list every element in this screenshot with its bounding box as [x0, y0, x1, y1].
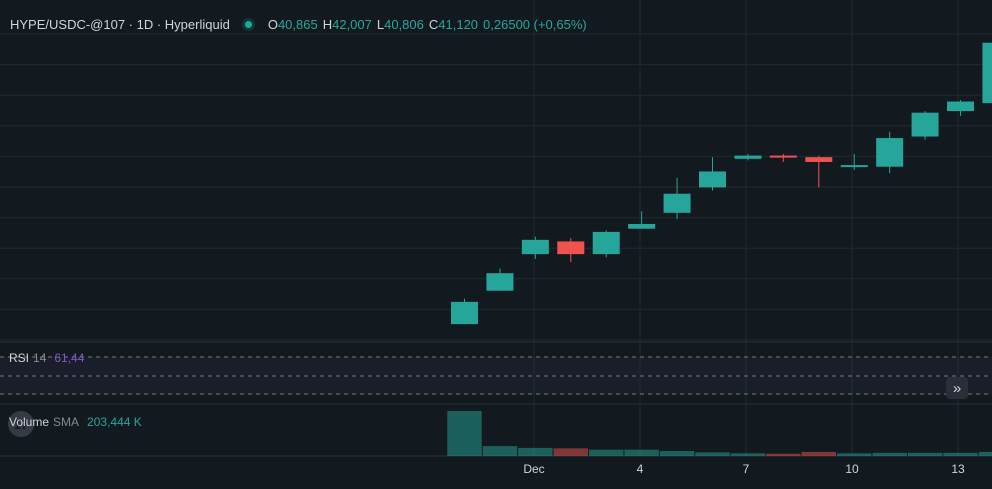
volume-bar — [943, 452, 978, 456]
high-value: 42,007 — [332, 17, 372, 32]
candle-body — [451, 301, 478, 325]
volume-bar — [624, 449, 659, 456]
candle-body — [982, 42, 992, 104]
volume-param: SMA — [53, 415, 80, 429]
volume-value: 203,444 K — [87, 415, 142, 429]
candle-body — [699, 171, 727, 188]
open-label: O — [267, 17, 278, 32]
candle-body — [840, 165, 868, 168]
rsi-value: 61,44 — [54, 351, 85, 365]
high-label: H — [322, 17, 333, 32]
close-value: 41,120 — [438, 17, 479, 32]
symbol-legend: HYPE/USDC-@107 · 1D · Hyperliquid O 40,86… — [10, 17, 592, 32]
volume-bar — [518, 447, 553, 456]
volume-bar — [766, 453, 801, 456]
candle-body — [557, 241, 585, 255]
candle-body — [947, 101, 975, 112]
volume-legend[interactable]: Volume SMA 203,444 K — [9, 415, 142, 429]
candle-body — [592, 231, 620, 255]
volume-bar — [872, 452, 907, 456]
low-value: 40,806 — [384, 17, 424, 32]
volume-bar — [482, 446, 518, 456]
x-axis-tick-label: Dec — [523, 462, 544, 476]
candle-body — [628, 223, 656, 229]
volume-bar — [447, 411, 482, 456]
rsi-param: 14 — [33, 351, 47, 365]
change-value: 0,26500 (+0,65%) — [483, 17, 587, 32]
candle-body — [663, 193, 691, 213]
volume-bar — [907, 452, 943, 456]
volume-bar — [695, 452, 730, 456]
candle-body — [911, 112, 939, 137]
open-value: 40,865 — [277, 17, 318, 32]
candle-body — [876, 138, 904, 167]
rsi-name: RSI — [9, 351, 30, 365]
volume-bar — [659, 451, 695, 456]
volume-bar — [837, 453, 872, 456]
close-label: C — [428, 17, 439, 32]
volume-bar — [553, 448, 589, 456]
double-chevron-right-icon[interactable]: » — [946, 377, 968, 399]
candle-body — [486, 273, 514, 291]
symbol-title[interactable]: HYPE/USDC-@107 · 1D · Hyperliquid — [10, 17, 230, 32]
volume-bar — [589, 449, 624, 456]
market-status-icon[interactable] — [241, 18, 255, 31]
volume-bar — [801, 451, 837, 456]
tradingview-logo: 17 — [8, 411, 34, 437]
low-label: L — [376, 17, 385, 32]
volume-bar — [730, 453, 766, 456]
volume-bar — [978, 451, 992, 456]
volume-name: Volume — [9, 415, 50, 429]
rsi-legend[interactable]: RSI 14 61,44 — [9, 351, 84, 365]
candle-body — [805, 157, 833, 162]
candle-body — [521, 239, 549, 255]
x-axis-tick-label: 4 — [637, 462, 644, 476]
candle-body — [769, 155, 797, 158]
x-axis-tick-label: 10 — [845, 462, 859, 476]
candle-body — [734, 155, 762, 159]
x-axis-tick-label: 13 — [951, 462, 965, 476]
x-axis-tick-label: 7 — [743, 462, 750, 476]
